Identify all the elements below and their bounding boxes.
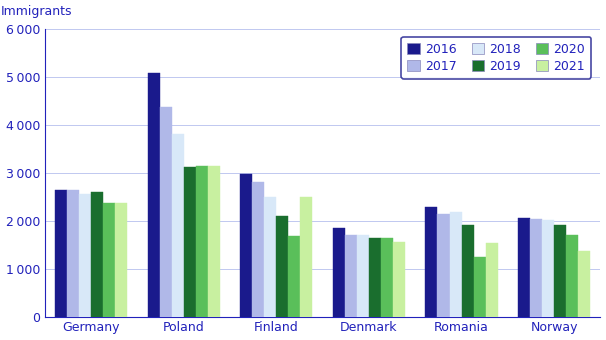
Bar <box>485 243 498 317</box>
Bar <box>252 182 264 317</box>
Bar <box>67 190 79 317</box>
Bar <box>92 192 103 317</box>
Bar <box>450 212 462 317</box>
Bar <box>357 235 369 317</box>
Bar <box>333 228 345 317</box>
Bar <box>438 214 450 317</box>
Bar <box>369 238 381 317</box>
Bar <box>148 73 160 317</box>
Text: Immigrants: Immigrants <box>1 4 72 18</box>
Bar <box>462 225 474 317</box>
Bar <box>240 174 252 317</box>
Bar <box>425 207 438 317</box>
Bar <box>196 166 208 317</box>
Bar <box>301 197 313 317</box>
Legend: 2016, 2017, 2018, 2019, 2020, 2021: 2016, 2017, 2018, 2019, 2020, 2021 <box>401 37 591 79</box>
Bar <box>578 251 590 317</box>
Bar <box>288 236 301 317</box>
Bar <box>103 203 115 317</box>
Bar <box>208 166 220 317</box>
Bar <box>474 257 485 317</box>
Bar <box>393 242 405 317</box>
Bar <box>171 134 184 317</box>
Bar <box>276 217 288 317</box>
Bar <box>345 235 357 317</box>
Bar <box>530 219 542 317</box>
Bar <box>554 224 566 317</box>
Bar <box>79 194 92 317</box>
Bar <box>55 190 67 317</box>
Bar <box>542 220 554 317</box>
Bar <box>381 238 393 317</box>
Bar <box>160 107 171 317</box>
Bar <box>264 197 276 317</box>
Bar <box>115 203 127 317</box>
Bar <box>566 235 578 317</box>
Bar <box>518 218 530 317</box>
Bar <box>184 167 196 317</box>
